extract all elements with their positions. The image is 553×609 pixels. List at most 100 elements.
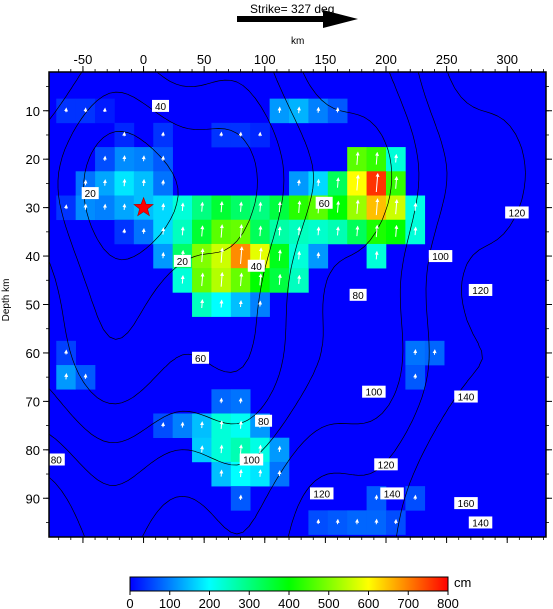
contour-label: 20	[81, 187, 99, 200]
slip-vector	[200, 225, 205, 237]
x-ticks-top: -50 0 50 100 150 200 250 300	[58, 52, 544, 72]
contour-label: 120	[374, 458, 398, 471]
slip-vector	[375, 151, 379, 165]
contour-label: 40	[247, 259, 265, 273]
slip-vector	[258, 201, 263, 212]
svg-text:140: 140	[472, 518, 489, 529]
contour-label: 100	[362, 385, 386, 399]
slip-vector	[277, 273, 282, 285]
contour-label: 120	[505, 206, 529, 219]
slip-vector	[277, 226, 282, 236]
contour-label: 120	[309, 487, 334, 500]
svg-text:100: 100	[432, 252, 449, 263]
contour-labels: 40 20 20 40 60 80 100 120 120 60 80 100 140 100 120 120…	[47, 99, 529, 529]
slip-vector	[277, 201, 282, 213]
slip-vector	[239, 246, 244, 265]
x-tick-label: -50	[74, 52, 93, 67]
svg-text:80: 80	[353, 291, 365, 302]
svg-text:60: 60	[319, 199, 331, 210]
strike-label: Strike= 327 deg	[250, 2, 334, 16]
rupture-time-contours	[49, 72, 526, 537]
contour-label: 20	[173, 254, 191, 268]
slip-vector	[374, 250, 379, 260]
contour-label: 80	[349, 288, 367, 302]
slip-vector	[297, 274, 302, 284]
y-tick-label: 80	[26, 443, 40, 458]
contour-label: 140	[454, 390, 478, 404]
slip-vector	[336, 177, 341, 188]
y-tick-label: 30	[26, 201, 40, 216]
contour-label: 100	[239, 453, 264, 467]
colorbar-tick-label: 300	[238, 596, 260, 609]
x-tick-label: 250	[436, 52, 458, 67]
contour-label: 40	[152, 99, 170, 113]
svg-text:80: 80	[51, 456, 63, 467]
slip-vector	[277, 249, 282, 261]
slip-vector	[413, 202, 418, 211]
slip-vector	[200, 201, 205, 212]
slip-vector	[336, 200, 341, 213]
svg-text:120: 120	[472, 286, 489, 297]
slip-vector	[394, 153, 399, 163]
colorbar: 0 100 200 300 400 500 600 700 800 cm	[126, 575, 471, 609]
x-ticks-bottom	[58, 537, 544, 543]
contour-line	[49, 72, 420, 537]
svg-text:120: 120	[378, 460, 395, 471]
y-tick-label: 60	[26, 346, 40, 361]
slip-vector	[258, 273, 263, 286]
contour-line	[83, 131, 179, 261]
x-tick-label: 200	[375, 52, 397, 67]
x-tick-label: 150	[315, 52, 337, 67]
svg-text:100: 100	[366, 388, 383, 399]
svg-text:80: 80	[258, 417, 270, 428]
slip-vector	[180, 274, 185, 284]
y-tick-label: 70	[26, 394, 40, 409]
y-axis-title: Depth km	[1, 279, 12, 322]
svg-text:140: 140	[384, 489, 401, 500]
hypocenter	[133, 196, 154, 217]
svg-text:20: 20	[85, 189, 97, 200]
colorbar-tick-label: 600	[358, 596, 380, 609]
contour-label: 80	[47, 453, 65, 467]
slip-vector	[355, 174, 360, 191]
x-tick-label: 0	[140, 52, 147, 67]
contour-line	[49, 72, 285, 405]
slip-vector	[239, 224, 244, 238]
slip-cell	[366, 171, 387, 196]
y-tick-label: 10	[26, 104, 40, 119]
slip-vector	[258, 444, 263, 454]
svg-text:100: 100	[243, 456, 260, 467]
x-axis-title: km	[291, 36, 304, 47]
slip-vector	[200, 272, 205, 287]
hypocenter-star-icon	[133, 196, 154, 217]
svg-text:40: 40	[251, 262, 263, 273]
y-ticks-left: 10 20 30 40 50 60 70 80 90	[26, 86, 49, 523]
contour-line	[287, 72, 448, 537]
slip-vector	[258, 225, 263, 237]
slip-vectors	[64, 106, 437, 525]
x-tick-label: 100	[254, 52, 276, 67]
slip-vector	[219, 444, 224, 454]
slip-vector	[394, 176, 399, 189]
slip-vector	[180, 202, 185, 211]
slip-vector	[375, 172, 380, 193]
y-tick-label: 40	[26, 249, 40, 264]
colorbar-tick-label: 100	[159, 596, 181, 609]
colorbar-gradient	[129, 576, 449, 592]
slip-vector	[355, 225, 360, 237]
contour-label: 60	[192, 351, 210, 365]
slip-vector	[180, 226, 185, 236]
contour-label: 80	[255, 414, 273, 428]
slip-vector	[394, 224, 399, 237]
svg-text:140: 140	[458, 393, 475, 404]
slip-vector	[394, 199, 399, 215]
y-tick-label: 90	[26, 491, 40, 506]
colorbar-tick-label: 0	[126, 596, 133, 609]
x-tick-label: 50	[197, 52, 211, 67]
y-tick-label: 50	[26, 298, 40, 313]
slip-vector	[375, 198, 380, 216]
svg-text:120: 120	[509, 208, 526, 219]
slip-vector	[355, 199, 360, 214]
slip-vector	[297, 226, 302, 236]
